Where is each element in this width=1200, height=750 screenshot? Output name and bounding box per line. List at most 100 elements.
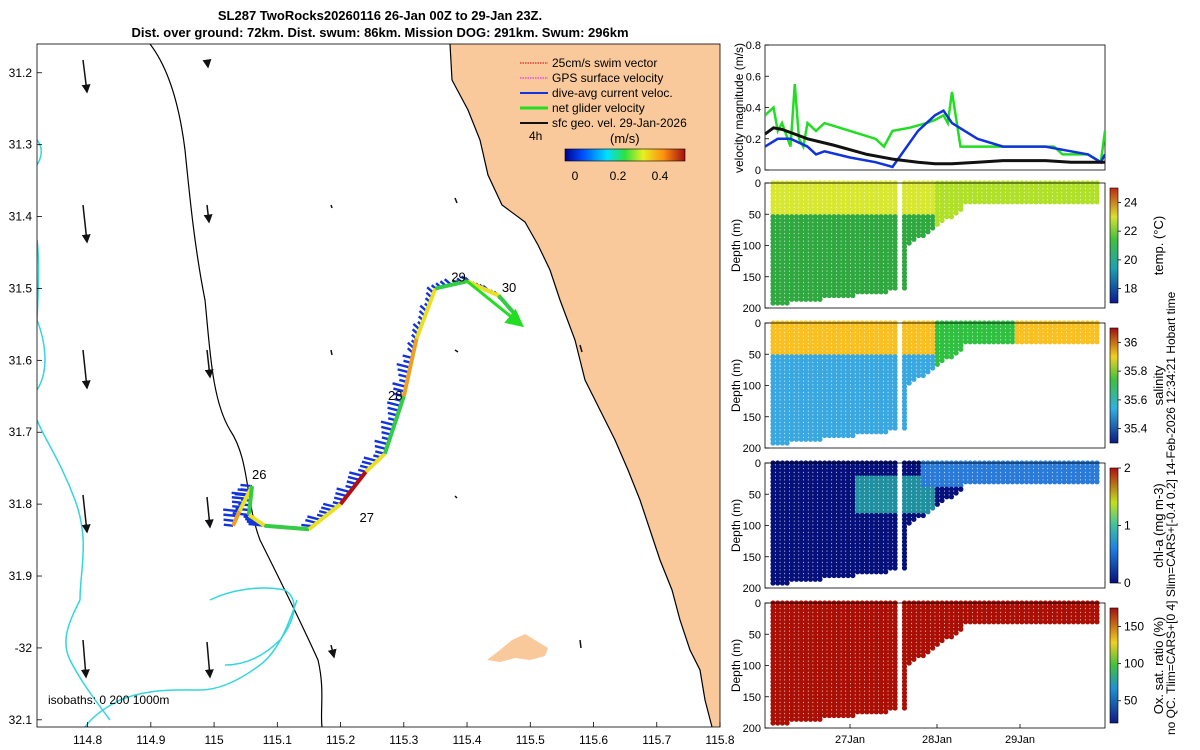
section-dot bbox=[939, 634, 945, 640]
section-dot bbox=[850, 410, 856, 416]
map-ytick-label: 31.2 bbox=[9, 66, 33, 80]
section-dot bbox=[864, 289, 870, 295]
section-dot bbox=[831, 626, 837, 632]
section-dot bbox=[779, 709, 785, 715]
section-dot bbox=[845, 372, 851, 379]
section-dot bbox=[915, 342, 922, 349]
section-dot bbox=[873, 395, 879, 401]
section-dot bbox=[845, 206, 851, 212]
section-dot bbox=[887, 557, 893, 564]
section-dot bbox=[803, 365, 809, 371]
section-dot bbox=[1047, 339, 1053, 345]
section-dot bbox=[793, 539, 800, 545]
section-dot bbox=[779, 210, 785, 216]
section-dot bbox=[873, 289, 879, 295]
section-dot bbox=[883, 546, 889, 552]
section-dot bbox=[901, 675, 908, 681]
section-dot bbox=[878, 615, 884, 621]
section-dot bbox=[887, 274, 893, 280]
section-dot bbox=[836, 399, 842, 405]
section-dot bbox=[887, 697, 893, 704]
colorbar-tick-label: 20 bbox=[1124, 253, 1138, 267]
section-dot bbox=[869, 289, 875, 295]
section-dot bbox=[883, 240, 889, 246]
section-dot bbox=[793, 550, 800, 556]
section-dot bbox=[948, 634, 955, 640]
section-dot bbox=[836, 490, 842, 496]
map-xtick-label: 115.4 bbox=[452, 733, 481, 747]
section-dot bbox=[779, 217, 785, 224]
section-dot bbox=[930, 202, 936, 209]
section-dot bbox=[845, 346, 851, 352]
section-dot bbox=[845, 270, 851, 276]
section-dot bbox=[793, 327, 800, 334]
section-dot bbox=[864, 402, 870, 409]
section-dot bbox=[798, 217, 804, 224]
section-dot bbox=[807, 664, 814, 670]
section-dot bbox=[812, 206, 818, 212]
section-dot bbox=[873, 425, 879, 431]
section-dot bbox=[793, 259, 800, 265]
section-dot bbox=[822, 244, 828, 250]
section-dot bbox=[887, 660, 893, 666]
section-dot bbox=[784, 292, 790, 299]
section-dot bbox=[836, 694, 842, 700]
map-xtick-label: 114.9 bbox=[136, 733, 165, 747]
section-dot bbox=[784, 289, 790, 295]
section-dot bbox=[873, 402, 879, 409]
section-dot bbox=[798, 384, 804, 390]
section-dot bbox=[883, 225, 889, 231]
section-dot bbox=[873, 210, 879, 216]
section-dot bbox=[784, 350, 790, 356]
section-dot bbox=[803, 645, 809, 651]
section-dot bbox=[883, 486, 889, 492]
section-dot bbox=[803, 490, 809, 496]
section-dot bbox=[812, 184, 818, 190]
section-dot bbox=[892, 505, 898, 511]
map-ytick-label: -32 bbox=[15, 641, 33, 655]
section-dot bbox=[953, 464, 959, 470]
section-dot bbox=[803, 414, 809, 420]
section-dot bbox=[869, 240, 875, 246]
section-dot bbox=[920, 611, 926, 617]
section-dot bbox=[887, 357, 893, 364]
section-dot bbox=[850, 399, 856, 405]
section-dot bbox=[873, 251, 879, 257]
section-dot bbox=[906, 357, 912, 364]
section-dot bbox=[878, 479, 884, 485]
section-dot bbox=[784, 490, 790, 496]
section-dot bbox=[784, 331, 790, 337]
section-dot bbox=[906, 331, 912, 337]
section-dot bbox=[887, 327, 893, 334]
section-dot bbox=[807, 531, 814, 537]
section-dot bbox=[930, 467, 936, 474]
section-dot bbox=[892, 285, 898, 291]
section-dot bbox=[991, 324, 997, 330]
section-dot bbox=[826, 354, 832, 360]
section-dot bbox=[920, 505, 926, 511]
colorbar-tick-label: 24 bbox=[1124, 195, 1138, 209]
section-dot bbox=[892, 667, 898, 674]
section-dot bbox=[826, 565, 832, 571]
section-dot bbox=[1080, 475, 1086, 481]
section-dot bbox=[817, 421, 823, 427]
section-dot bbox=[991, 467, 997, 474]
section-dot bbox=[803, 251, 809, 257]
section-dot bbox=[770, 682, 776, 689]
section-dot bbox=[864, 690, 870, 696]
section-dot bbox=[962, 187, 969, 194]
section-dot bbox=[803, 402, 809, 409]
section-dot bbox=[798, 436, 804, 442]
section-dot bbox=[972, 324, 978, 330]
section-dot bbox=[845, 432, 851, 439]
section-dot bbox=[831, 694, 837, 700]
section-dot bbox=[793, 410, 800, 416]
section-dot bbox=[770, 649, 776, 655]
section-dot bbox=[784, 497, 790, 504]
section-dot bbox=[831, 225, 837, 231]
section-dot bbox=[887, 402, 893, 409]
section-dot bbox=[817, 550, 823, 556]
section-dot bbox=[770, 206, 776, 212]
section-dot bbox=[873, 630, 879, 636]
section-dot bbox=[859, 361, 865, 367]
